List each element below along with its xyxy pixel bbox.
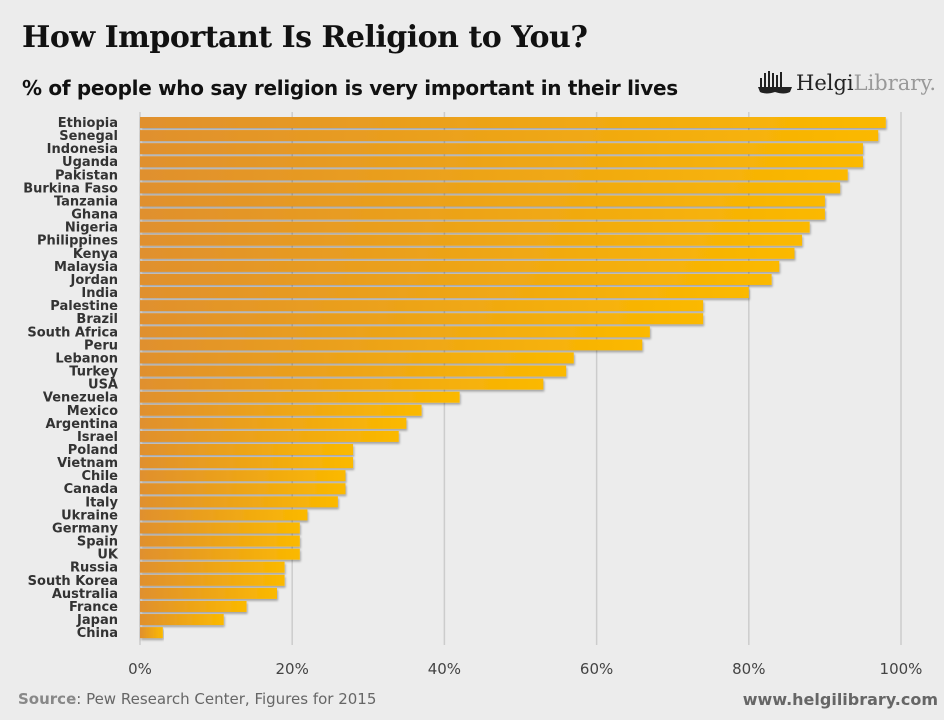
- bar-tanzania: [140, 195, 825, 207]
- bar-australia: [140, 587, 277, 599]
- bar-france: [140, 600, 247, 612]
- category-label: South Africa: [27, 325, 118, 340]
- source-label: Source: [18, 690, 77, 708]
- bar-vietnam: [140, 457, 354, 469]
- bar-senegal: [140, 130, 879, 142]
- chart-title: How Important Is Religion to You?: [22, 20, 588, 55]
- category-label: Philippines: [37, 234, 118, 249]
- category-label: Burkina Faso: [23, 181, 118, 196]
- bar-china: [140, 627, 163, 639]
- category-label: Venezuela: [43, 391, 118, 406]
- category-label: France: [69, 600, 118, 615]
- bar-lebanon: [140, 352, 574, 364]
- category-label: Uganda: [62, 155, 118, 170]
- category-label: Malaysia: [54, 260, 118, 275]
- bar-palestine: [140, 300, 704, 312]
- bar-italy: [140, 496, 338, 508]
- website-url[interactable]: www.helgilibrary.com: [742, 690, 938, 709]
- bar-kenya: [140, 247, 795, 259]
- category-label: Israel: [77, 430, 118, 445]
- bar-philippines: [140, 234, 803, 246]
- category-label: Poland: [68, 443, 118, 458]
- category-label: Palestine: [50, 299, 118, 314]
- bar-south-africa: [140, 326, 650, 338]
- bar-argentina: [140, 417, 407, 429]
- chart-subtitle: % of people who say religion is very imp…: [22, 76, 678, 100]
- bar-spain: [140, 535, 300, 547]
- bar-burkina-faso: [140, 182, 841, 194]
- category-label: Italy: [85, 495, 118, 510]
- category-label: Ghana: [71, 208, 118, 223]
- bar-turkey: [140, 365, 567, 377]
- bar-jordan: [140, 273, 772, 285]
- category-label: Lebanon: [55, 351, 118, 366]
- category-label: South Korea: [28, 574, 118, 589]
- category-label: Mexico: [67, 404, 118, 419]
- category-label: Argentina: [45, 417, 118, 432]
- bar-venezuela: [140, 391, 460, 403]
- x-tick-label: 60%: [580, 660, 613, 678]
- category-label: Chile: [81, 469, 118, 484]
- bar-pakistan: [140, 169, 848, 181]
- x-tick-label: 80%: [732, 660, 765, 678]
- bar-nigeria: [140, 221, 810, 233]
- source-note: Source: Pew Research Center, Figures for…: [18, 690, 376, 708]
- bar-russia: [140, 561, 285, 573]
- category-label: Turkey: [69, 365, 118, 380]
- x-tick-label: 20%: [276, 660, 309, 678]
- category-label: Nigeria: [65, 221, 118, 236]
- bar-malaysia: [140, 260, 780, 272]
- bar-canada: [140, 483, 346, 495]
- category-label: Pakistan: [55, 168, 118, 183]
- category-label: UK: [97, 548, 119, 563]
- category-label: Peru: [84, 338, 118, 353]
- bar-peru: [140, 339, 643, 351]
- category-label: Australia: [52, 587, 118, 602]
- category-label: Canada: [64, 482, 118, 497]
- category-label: Vietnam: [57, 456, 118, 471]
- category-label: Jordan: [69, 273, 118, 288]
- x-tick-label: 40%: [428, 660, 461, 678]
- category-label: Spain: [77, 535, 118, 550]
- bar-poland: [140, 444, 354, 455]
- category-label: Kenya: [73, 247, 118, 262]
- category-label: Ukraine: [61, 508, 118, 523]
- x-tick-label: 100%: [880, 660, 923, 678]
- bar-ukraine: [140, 509, 308, 521]
- category-label: Tanzania: [54, 194, 118, 209]
- bar-india: [140, 287, 749, 299]
- category-label: USA: [88, 378, 118, 393]
- library-logo-icon: [758, 71, 792, 94]
- bar-ghana: [140, 208, 825, 220]
- x-tick-label: 0%: [128, 660, 152, 678]
- category-label: Indonesia: [47, 142, 118, 157]
- category-label: Ethiopia: [58, 116, 118, 131]
- category-label: Germany: [52, 521, 118, 536]
- bar-germany: [140, 522, 300, 534]
- bar-indonesia: [140, 143, 863, 155]
- category-label: Brazil: [76, 312, 118, 327]
- bar-chart: EthiopiaSenegalIndonesiaUgandaPakistanBu…: [23, 112, 923, 678]
- bar-ethiopia: [140, 117, 886, 128]
- category-label: Russia: [70, 561, 118, 576]
- category-label: China: [77, 626, 118, 641]
- bar-chile: [140, 470, 346, 482]
- bar-israel: [140, 430, 399, 442]
- bar-uganda: [140, 156, 863, 168]
- logo-text-helgi: Helgi: [796, 71, 854, 95]
- logo-text-library: Library.: [853, 71, 937, 95]
- bar-brazil: [140, 313, 704, 325]
- bar-mexico: [140, 404, 422, 416]
- source-text: : Pew Research Center, Figures for 2015: [76, 690, 377, 708]
- category-label: Senegal: [59, 129, 118, 144]
- helgilibrary-logo: Helgi Library.: [758, 70, 936, 96]
- category-label: Japan: [76, 613, 118, 628]
- category-label: India: [81, 286, 118, 301]
- bar-japan: [140, 614, 224, 626]
- bar-uk: [140, 548, 300, 560]
- bar-south-korea: [140, 574, 285, 586]
- bar-usa: [140, 378, 544, 390]
